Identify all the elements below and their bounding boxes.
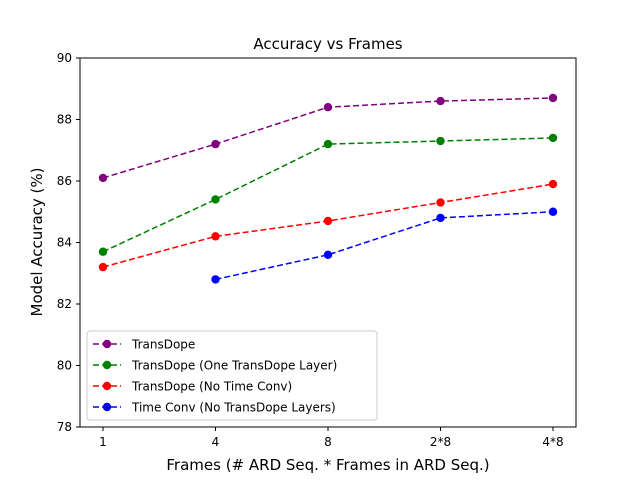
series-3: [98, 179, 558, 272]
y-tick-label: 84: [57, 236, 72, 250]
data-point: [548, 179, 558, 189]
data-point: [211, 275, 220, 284]
legend-swatch-marker: [102, 339, 112, 349]
data-point: [98, 247, 108, 256]
data-point: [98, 262, 108, 272]
data-point: [211, 195, 220, 204]
data-point: [436, 198, 445, 207]
data-point: [548, 93, 558, 103]
x-axis: 1 4 8 2*8 4*8: [99, 427, 564, 449]
data-point: [548, 207, 558, 216]
legend-label: TransDope: [131, 338, 195, 352]
y-tick-label: 82: [57, 297, 72, 311]
legend-item: TransDope (No Time Conv): [93, 380, 292, 394]
series-2: [98, 133, 558, 256]
y-tick-label: 90: [57, 51, 72, 65]
y-tick-label: 78: [57, 420, 72, 434]
data-point: [548, 133, 558, 143]
y-axis: 78 80 82 84 86 88 90: [57, 51, 80, 434]
data-point: [211, 139, 220, 149]
series-4: [211, 207, 558, 284]
legend-item: TransDope (One TransDope Layer): [93, 359, 337, 373]
series-1: [98, 93, 558, 183]
x-tick-label: 2*8: [430, 435, 451, 449]
x-axis-label: Frames (# ARD Seq. * Frames in ARD Seq.): [166, 456, 489, 474]
y-tick-label: 86: [57, 174, 72, 188]
legend-swatch-marker: [102, 381, 112, 391]
x-tick-label: 4*8: [542, 435, 563, 449]
legend-swatch-marker: [102, 360, 112, 370]
legend-label: TransDope (No Time Conv): [131, 380, 292, 394]
legend-label: Time Conv (No TransDope Layers): [131, 401, 336, 415]
y-tick-label: 88: [57, 113, 72, 127]
plot-marks: [98, 93, 558, 284]
data-point: [323, 216, 333, 226]
legend-box: [86, 330, 378, 421]
data-point: [323, 103, 333, 112]
series-line: [102, 137, 554, 253]
x-tick-label: 1: [99, 435, 107, 449]
y-tick-label: 80: [57, 359, 72, 373]
data-point: [436, 213, 445, 223]
x-tick-label: 8: [324, 435, 332, 449]
x-tick-label: 4: [212, 435, 220, 449]
y-axis-label: Model Accuracy (%): [28, 167, 46, 316]
data-point: [98, 173, 108, 183]
data-point: [323, 139, 333, 149]
data-point: [323, 250, 333, 259]
legend-swatch-marker: [102, 402, 112, 412]
series-line: [215, 211, 554, 281]
data-point: [436, 96, 445, 106]
data-point: [211, 232, 220, 241]
legend-item: TransDope: [93, 338, 195, 352]
chart-title: Accuracy vs Frames: [253, 35, 402, 53]
legend-item: Time Conv (No TransDope Layers): [93, 401, 336, 415]
data-point: [436, 136, 445, 146]
legend-label: TransDope (One TransDope Layer): [131, 359, 337, 373]
legend: TransDope TransDope (One TransDope Layer)…: [86, 330, 378, 421]
